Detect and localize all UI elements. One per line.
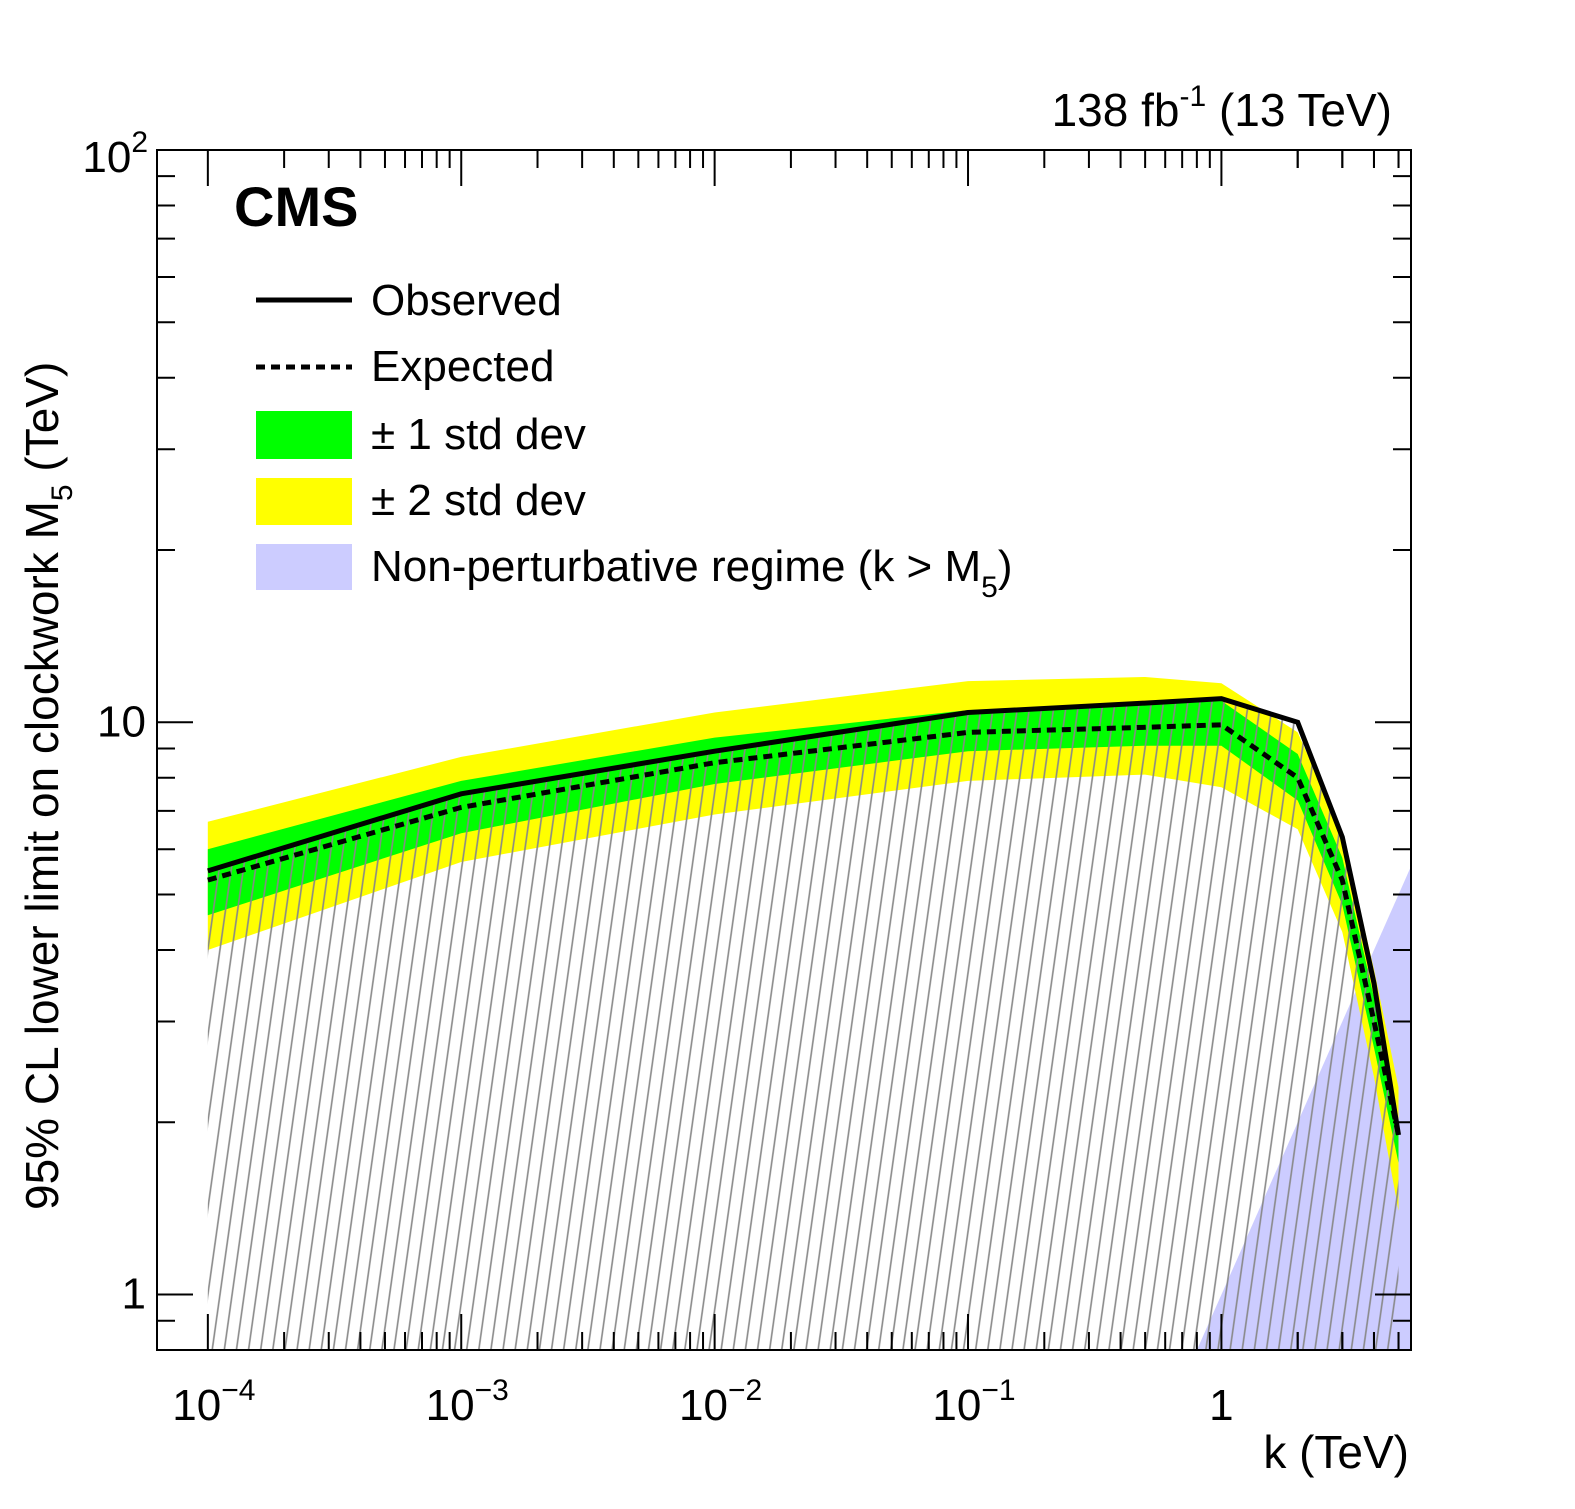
axis-tick-labels: 10−4 10−3 10−2 10−1 1 1 10 102: [82, 126, 1233, 1430]
cms-label: CMS: [234, 175, 358, 238]
legend-nonpert-swatch: [256, 544, 352, 590]
legend-nonpert-label: Non-perturbative regime (k > M5): [371, 542, 1012, 604]
legend-band1-label: ± 1 std dev: [371, 410, 586, 459]
legend-band2-label: ± 2 std dev: [371, 476, 586, 525]
observed-limit-line: [207, 696, 1401, 1136]
x-tick-label: 1: [1209, 1381, 1233, 1430]
x-axis-title: k (TeV): [1263, 1426, 1409, 1478]
y-tick-label: 1: [122, 1270, 146, 1319]
y-tick-label: 102: [82, 126, 148, 182]
plot-frame: [156, 149, 1412, 1351]
x-tick-label: 10−3: [426, 1374, 509, 1430]
axis-ticks: [157, 149, 1411, 1351]
legend-expected-label: Expected: [371, 342, 554, 391]
luminosity-label: 138 fb-1 (13 TeV): [1052, 80, 1392, 136]
legend-observed-label: Observed: [371, 276, 562, 325]
y-tick-label: 10: [97, 697, 146, 746]
expected-limit-line: [207, 722, 1401, 1136]
legend-band2-swatch: [256, 478, 352, 525]
y-axis-title: 95% CL lower limit on clockwork M5 (TeV): [16, 362, 79, 1210]
excluded-region-hatch: [207, 698, 1399, 1350]
x-tick-label: 10−1: [932, 1374, 1015, 1430]
x-tick-label: 10−4: [172, 1374, 255, 1430]
legend-band1-swatch: [256, 411, 352, 459]
legend: Observed Expected ± 1 std dev ± 2 std de…: [256, 276, 1012, 604]
x-tick-label: 10−2: [679, 1374, 762, 1430]
